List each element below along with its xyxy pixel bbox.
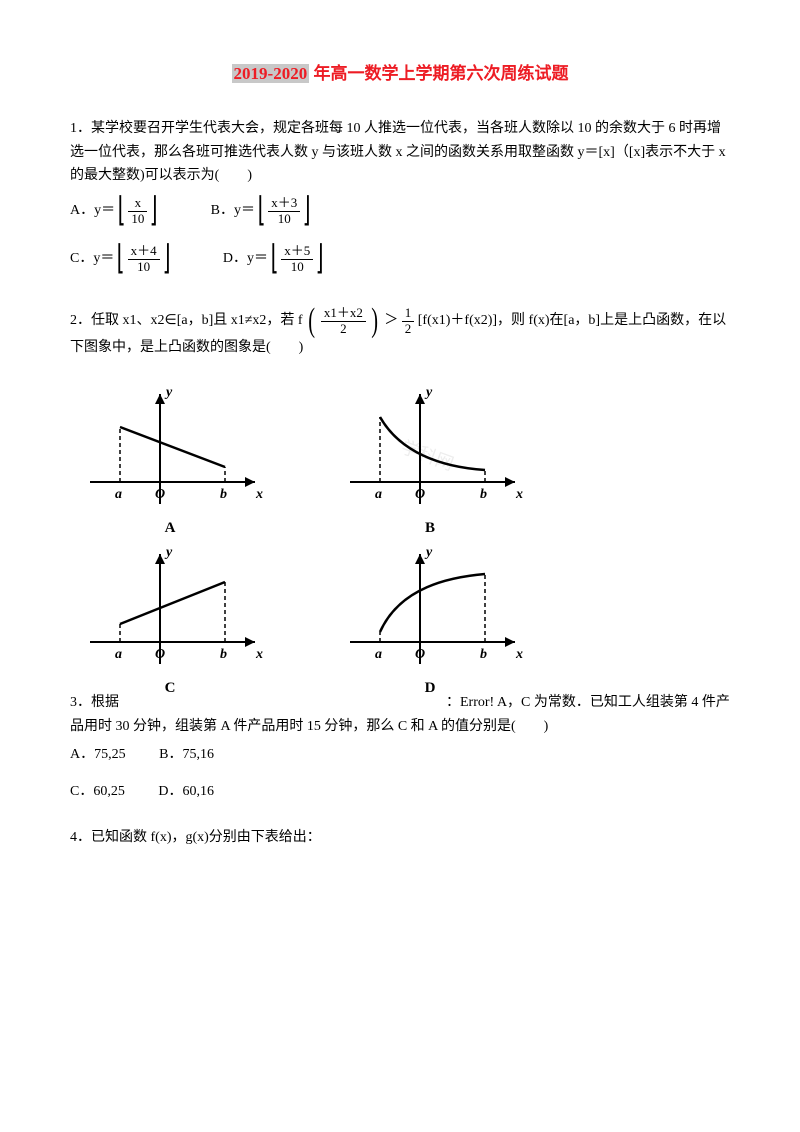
svg-text:b: b — [480, 487, 487, 502]
q1-text: 1．某学校要召开学生代表大会，规定各班每 10 人推选一位代表，当各班人数除以 … — [70, 117, 730, 188]
chart-C: yxaObC — [70, 542, 270, 702]
bracket-left-icon: ⌊ — [258, 196, 266, 226]
fraction: x＋510 — [281, 244, 313, 274]
bracket-right-icon: ⌋ — [303, 196, 311, 226]
bracket-left-icon: ⌊ — [117, 244, 125, 274]
svg-text:x: x — [515, 487, 523, 502]
q1-options-row2: C．y＝ ⌊ x＋410 ⌋ D．y＝ ⌊ x＋510 ⌋ — [70, 244, 730, 284]
fraction: x＋410 — [128, 244, 160, 274]
question-1: 1．某学校要召开学生代表大会，规定各班每 10 人推选一位代表，当各班人数除以 … — [70, 117, 730, 284]
svg-text:a: a — [375, 487, 382, 502]
page-title: 2019-2020 年高一数学上学期第六次周练试题 — [70, 60, 730, 89]
svg-text:b: b — [220, 487, 227, 502]
bracket-right-icon: ⌋ — [162, 244, 170, 274]
svg-text:O: O — [155, 487, 165, 502]
svg-text:a: a — [115, 487, 122, 502]
svg-text:O: O — [155, 647, 165, 662]
chart-row-2: yxaObC yxaObD — [70, 542, 730, 702]
chart-A: yxaObA — [70, 382, 270, 542]
svg-text:y: y — [424, 385, 433, 400]
chart-row-1: yxaObA 学科网yxaObB — [70, 382, 730, 542]
paren-left-icon: ( — [308, 306, 315, 336]
q1-opt-c: C．y＝ ⌊ x＋410 ⌋ — [70, 244, 173, 274]
q1-opt-b: B．y＝ ⌊ x＋310 ⌋ — [211, 196, 314, 226]
question-3: 3．根据 ：Error! A，C 为常数．已知工人组装第 4 件产品用时 30 … — [70, 691, 730, 804]
svg-text:学科网: 学科网 — [399, 437, 457, 474]
svg-text:O: O — [415, 647, 425, 662]
fraction: x10 — [128, 196, 147, 226]
svg-text:y: y — [424, 545, 433, 560]
q1-opt-d: D．y＝ ⌊ x＋510 ⌋ — [223, 244, 327, 274]
svg-text:x: x — [255, 487, 263, 502]
svg-text:a: a — [375, 647, 382, 662]
svg-text:x: x — [255, 647, 263, 662]
svg-text:x: x — [515, 647, 523, 662]
svg-text:b: b — [220, 647, 227, 662]
bracket-left-icon: ⌊ — [271, 244, 279, 274]
q3-opts-2: C．60,25 D．60,16 — [70, 780, 730, 804]
fraction: x1＋x22 — [321, 306, 366, 336]
question-2: 2．任取 x1、x2∈[a，b]且 x1≠x2，若 f ( x1＋x22 ) ＞… — [70, 306, 730, 360]
title-highlight: 2019-2020 — [232, 64, 310, 83]
svg-text:O: O — [415, 487, 425, 502]
error-text: ：Error! — [446, 695, 494, 710]
svg-text:a: a — [115, 647, 122, 662]
svg-text:y: y — [164, 385, 173, 400]
paren-right-icon: ) — [372, 306, 379, 336]
question-4: 4．已知函数 f(x)，g(x)分别由下表给出： — [70, 826, 730, 850]
chart-D: yxaObD — [330, 542, 530, 702]
bracket-right-icon: ⌋ — [316, 244, 324, 274]
bracket-right-icon: ⌋ — [150, 196, 158, 226]
chart-grid: yxaObA 学科网yxaObB yxaObC yxaObD — [70, 382, 730, 701]
fraction: x＋310 — [268, 196, 300, 226]
svg-text:y: y — [164, 545, 173, 560]
q1-options: A．y＝ ⌊ x10 ⌋ B．y＝ ⌊ x＋310 ⌋ — [70, 196, 730, 236]
q3-opts: A．75,25 B．75,16 — [70, 743, 730, 767]
title-rest: 年高一数学上学期第六次周练试题 — [309, 64, 568, 83]
fraction: 12 — [402, 306, 415, 336]
chart-B: 学科网yxaObB — [330, 382, 530, 542]
q1-opt-a: A．y＝ ⌊ x10 ⌋ — [70, 196, 161, 226]
bracket-left-icon: ⌊ — [118, 196, 126, 226]
svg-text:b: b — [480, 647, 487, 662]
